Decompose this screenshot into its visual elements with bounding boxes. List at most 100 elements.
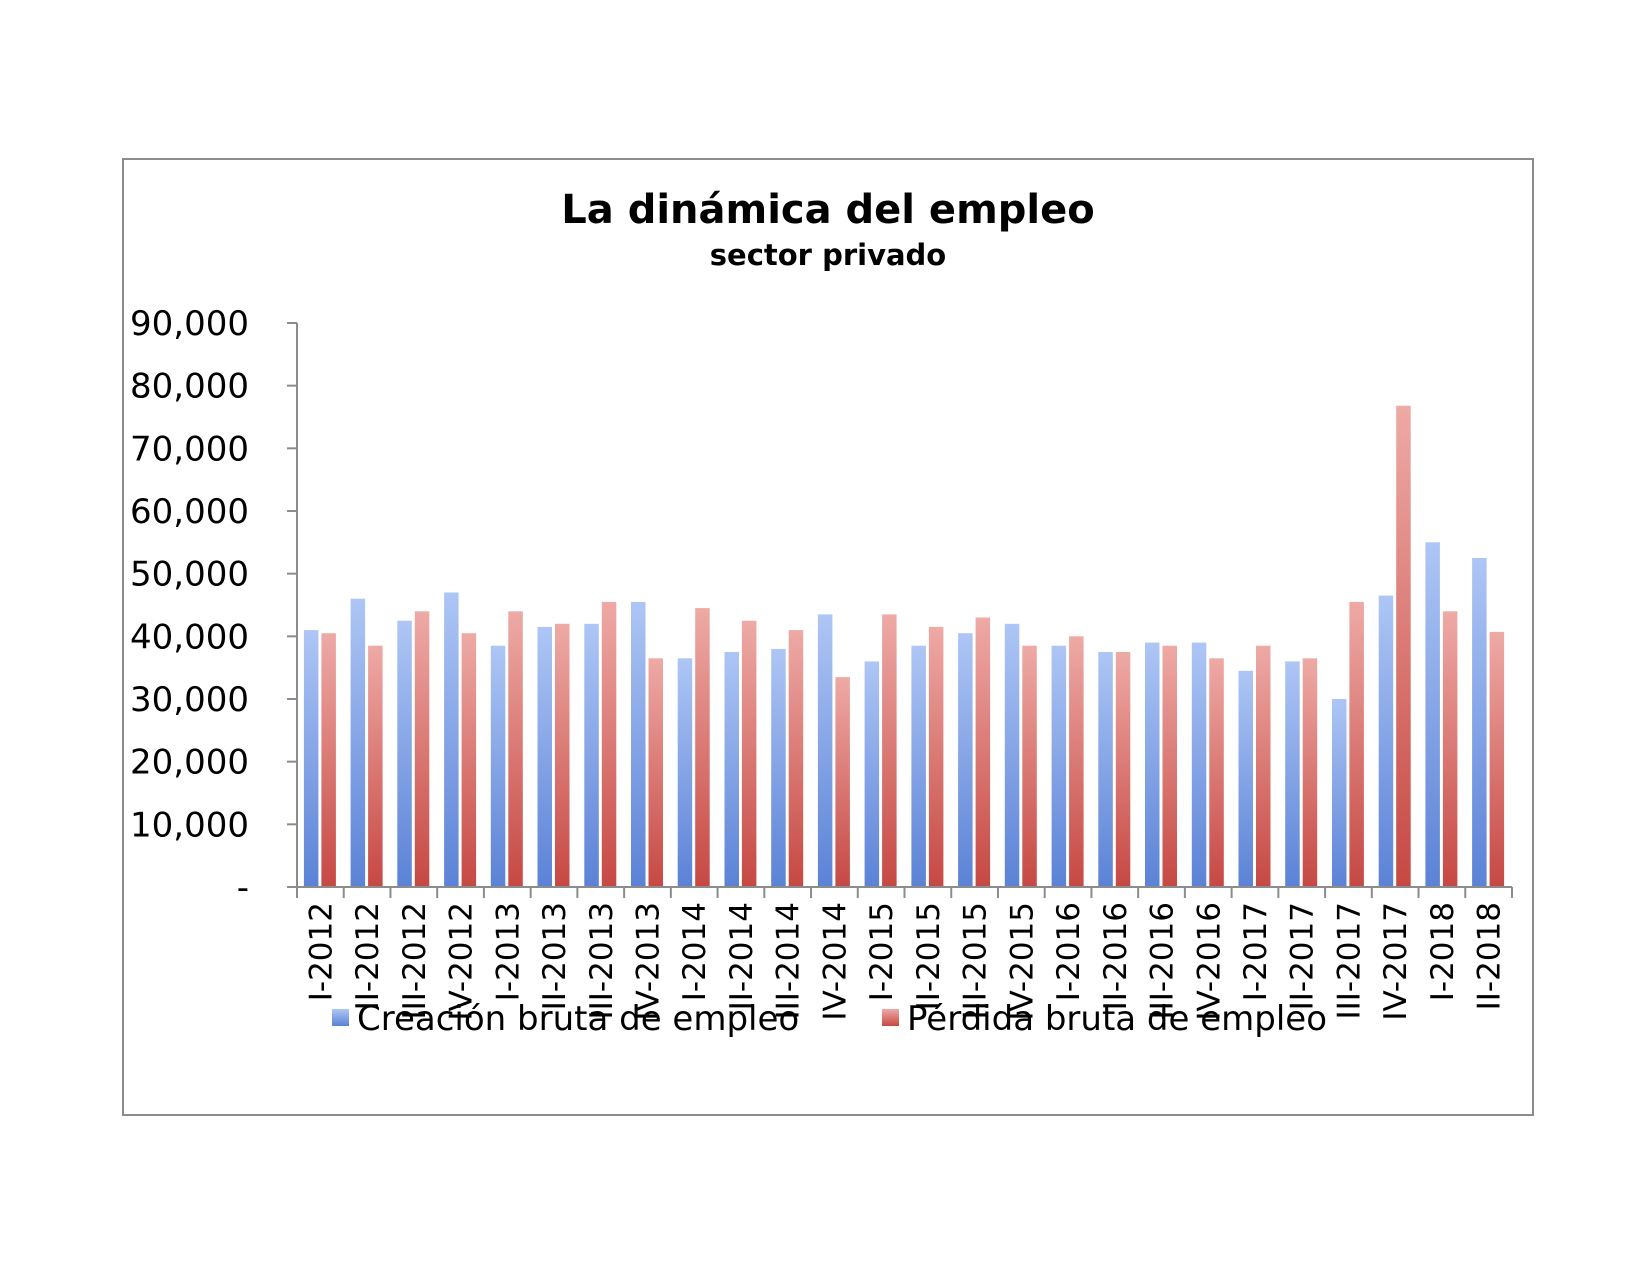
x-tick-label: I-2013: [490, 902, 526, 1001]
legend-swatch-perdida: [882, 1009, 899, 1026]
chart-container: La dinámica del empleo sector privado - 1…: [122, 158, 1534, 1116]
bar-perdida-IV-2015: [1022, 645, 1037, 887]
bar-perdida-I-2015: [882, 614, 897, 887]
bar-creacion-II-2015: [911, 645, 926, 887]
bar-creacion-I-2016: [1051, 645, 1067, 887]
x-tick-label: IV-2017: [1378, 902, 1414, 1021]
x-tick-label: II-2018: [1472, 902, 1508, 1010]
legend: Creación bruta de empleo Pérdida bruta d…: [332, 999, 1327, 1039]
y-tick-label: 40,000: [130, 617, 249, 657]
bar-perdida-II-2014: [741, 620, 757, 887]
bar-creacion-II-2013: [537, 626, 552, 887]
bar-creacion-III-2014: [771, 648, 786, 887]
x-tick-label: II-2012: [350, 902, 386, 1010]
bar-perdida-II-2012: [368, 645, 383, 887]
bar-creacion-IV-2017: [1378, 595, 1394, 887]
bar-perdida-II-2017: [1302, 658, 1318, 887]
bar-perdida-IV-2012: [461, 633, 477, 887]
bar-perdida-II-2013: [555, 623, 570, 887]
y-axis: - 10,000 20,000 30,000 40,000 50,000 60,000 70,…: [130, 304, 298, 908]
bar-perdida-II-2018: [1489, 631, 1505, 887]
x-tick-label: IV-2013: [631, 902, 667, 1021]
bar-perdida-I-2018: [1442, 611, 1458, 887]
x-tick-label: II-2015: [911, 902, 947, 1010]
y-tick-label: 90,000: [130, 304, 249, 344]
x-tick-label: IV-2015: [1004, 902, 1040, 1021]
bar-creacion-IV-2015: [1004, 623, 1020, 887]
x-tick-label: I-2017: [1238, 902, 1274, 1001]
x-tick-label: I-2016: [1051, 902, 1087, 1001]
bars: [303, 405, 1505, 887]
y-tick-label: -: [237, 868, 249, 908]
bar-creacion-III-2012: [397, 620, 412, 887]
x-tick-label: IV-2014: [817, 902, 853, 1021]
legend-label-perdida: Pérdida bruta de empleo: [907, 999, 1327, 1039]
bar-perdida-IV-2013: [648, 658, 663, 887]
bar-perdida-III-2012: [414, 611, 430, 887]
x-axis: I-2012 II-2012 III-2012 IV-2012 I-2013 II-201…: [287, 886, 1513, 1021]
legend-label-creacion: Creación bruta de empleo: [357, 999, 799, 1039]
bar-creacion-II-2016: [1098, 652, 1113, 887]
bar-perdida-IV-2014: [835, 677, 850, 887]
chart-subtitle: sector privado: [710, 238, 946, 272]
x-tick-label: III-2013: [584, 902, 620, 1020]
bar-perdida-III-2013: [601, 601, 617, 887]
y-tick-label: 80,000: [130, 367, 249, 407]
y-tick-label: 30,000: [130, 680, 249, 720]
x-tick-label: II-2017: [1285, 902, 1321, 1010]
y-tick-label: 50,000: [130, 555, 249, 595]
bar-perdida-IV-2017: [1396, 405, 1411, 887]
bar-perdida-II-2015: [928, 626, 944, 887]
x-tick-label: II-2016: [1098, 902, 1134, 1010]
y-tick-label: 70,000: [130, 429, 249, 469]
y-tick-label: 20,000: [130, 743, 249, 783]
x-tick-label: I-2018: [1425, 902, 1461, 1001]
x-tick-label: II-2013: [537, 902, 573, 1010]
bar-creacion-IV-2016: [1191, 642, 1207, 887]
bar-creacion-I-2015: [864, 661, 880, 887]
y-tick-label: 60,000: [130, 492, 249, 532]
bar-creacion-IV-2013: [631, 601, 646, 887]
bar-perdida-I-2016: [1069, 636, 1084, 887]
x-tick-label: III-2012: [397, 902, 433, 1020]
bar-perdida-I-2017: [1256, 645, 1271, 887]
x-tick-label: III-2014: [771, 902, 807, 1020]
x-tick-label: III-2016: [1145, 902, 1181, 1020]
x-tick-label: II-2014: [724, 902, 760, 1010]
bar-perdida-I-2013: [508, 611, 523, 887]
bar-perdida-II-2016: [1115, 652, 1131, 887]
bar-creacion-III-2015: [958, 633, 973, 887]
bar-creacion-IV-2014: [817, 614, 833, 887]
x-tick-label: IV-2012: [444, 902, 480, 1021]
bar-perdida-III-2015: [975, 617, 991, 887]
x-tick-label: III-2015: [958, 902, 994, 1020]
legend-swatch-creacion: [332, 1009, 349, 1026]
bar-perdida-IV-2016: [1209, 658, 1224, 887]
bar-creacion-I-2013: [490, 645, 506, 887]
chart-canvas: La dinámica del empleo sector privado - 1…: [130, 187, 1513, 1039]
bar-creacion-III-2016: [1145, 642, 1160, 887]
x-tick-label: IV-2016: [1191, 902, 1227, 1021]
x-tick-label: I-2014: [677, 902, 713, 1001]
bar-perdida-I-2012: [321, 633, 336, 887]
bar-creacion-I-2012: [303, 630, 319, 887]
bar-creacion-I-2014: [677, 658, 693, 887]
bar-creacion-I-2017: [1238, 670, 1253, 887]
bar-perdida-III-2014: [788, 630, 804, 887]
bar-perdida-III-2017: [1349, 601, 1364, 887]
bar-creacion-II-2012: [350, 598, 366, 887]
x-tick-label: I-2012: [303, 902, 339, 1001]
bar-creacion-I-2018: [1425, 542, 1440, 887]
chart-title: La dinámica del empleo: [561, 187, 1094, 233]
y-tick-label: 10,000: [130, 805, 249, 845]
bar-creacion-IV-2012: [444, 592, 459, 887]
bar-creacion-II-2018: [1472, 558, 1487, 887]
bar-perdida-III-2016: [1162, 645, 1177, 887]
bar-creacion-II-2017: [1285, 661, 1300, 887]
x-tick-label: III-2017: [1331, 902, 1367, 1020]
bar-creacion-II-2014: [724, 652, 739, 887]
bar-creacion-III-2013: [584, 623, 599, 887]
x-tick-label: I-2015: [864, 902, 900, 1001]
bar-creacion-III-2017: [1332, 699, 1347, 887]
bar-perdida-I-2014: [695, 608, 710, 887]
